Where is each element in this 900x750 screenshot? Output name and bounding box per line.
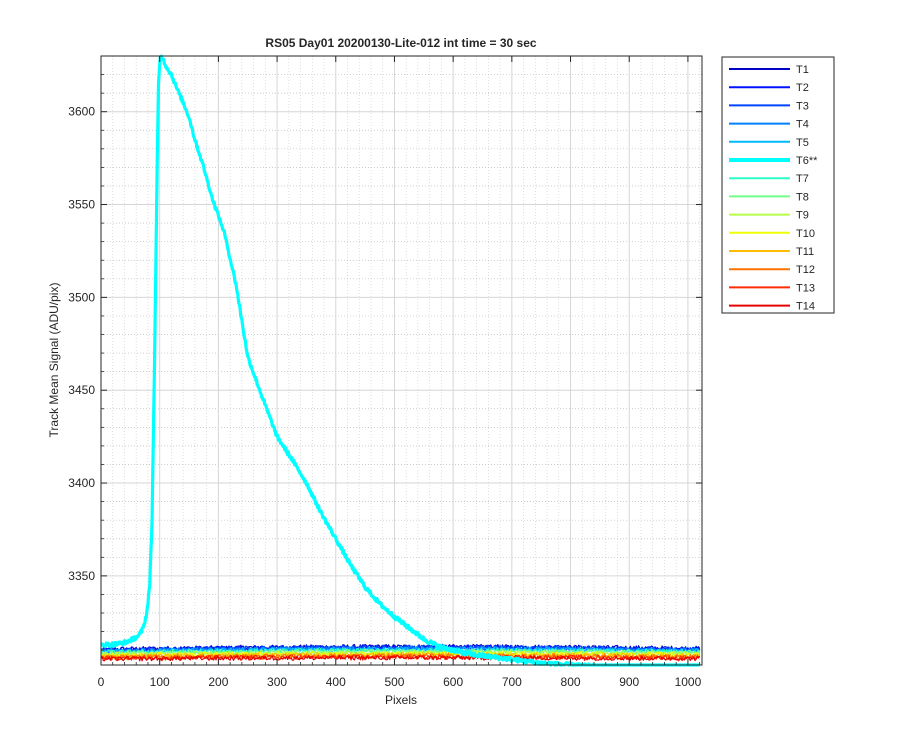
- legend-label: T2: [796, 82, 809, 94]
- x-tick-label: 300: [267, 675, 287, 689]
- x-tick-label: 200: [208, 675, 228, 689]
- x-tick-label: 400: [326, 675, 346, 689]
- plot-frame: [100, 55, 703, 666]
- x-axis-label: Pixels: [385, 693, 417, 707]
- legend-label: T7: [796, 173, 809, 185]
- legend-label: T1: [796, 64, 809, 76]
- x-tick-label: 1000: [675, 675, 702, 689]
- x-tick-label: 600: [443, 675, 463, 689]
- legend-label: T10: [796, 228, 815, 240]
- y-axis-label: Track Mean Signal (ADU/pix): [47, 283, 61, 438]
- y-tick-label: 3500: [68, 290, 95, 304]
- legend-label: T14: [796, 301, 815, 313]
- y-tick-label: 3400: [68, 476, 95, 490]
- x-tick-label: 500: [384, 675, 404, 689]
- x-tick-label: 100: [150, 675, 170, 689]
- legend-label: T6**: [796, 155, 818, 167]
- legend-label: T13: [796, 282, 815, 294]
- legend-box: [721, 56, 835, 314]
- legend-label: T8: [796, 191, 809, 203]
- series-line-t13: [100, 654, 701, 661]
- axes: 0 100 200 300 400 500 600 700 800 900 1000 3350 3400…: [68, 55, 702, 689]
- x-tick-label: 700: [502, 675, 522, 689]
- y-tick-label: 3550: [68, 198, 95, 212]
- legend-label: T12: [796, 264, 815, 276]
- legend-label: T3: [796, 100, 809, 112]
- legend-label: T5: [796, 137, 809, 149]
- legend: T1 T2 T3 T4 T5 T6** T7 T8 T9 T10 T11 T12 T13 T14: [721, 56, 835, 314]
- x-tick-label: 800: [561, 675, 581, 689]
- y-tick-label: 3450: [68, 383, 95, 397]
- series-line-t14: [100, 654, 701, 662]
- legend-label: T9: [796, 210, 809, 222]
- chart-title: RS05 Day01 20200130-Lite-012 int time = …: [265, 36, 536, 50]
- series-line-t11: [100, 651, 701, 659]
- series-line-t9: [100, 649, 700, 657]
- x-tick-label: 0: [98, 675, 105, 689]
- y-tick-label: 3600: [68, 105, 95, 119]
- y-tick-label: 3350: [68, 569, 95, 583]
- plot-background: [101, 56, 702, 665]
- x-tick-label: 900: [619, 675, 639, 689]
- legend-label: T4: [796, 119, 809, 131]
- legend-label: T11: [796, 246, 814, 258]
- series-line-t5: [100, 646, 700, 655]
